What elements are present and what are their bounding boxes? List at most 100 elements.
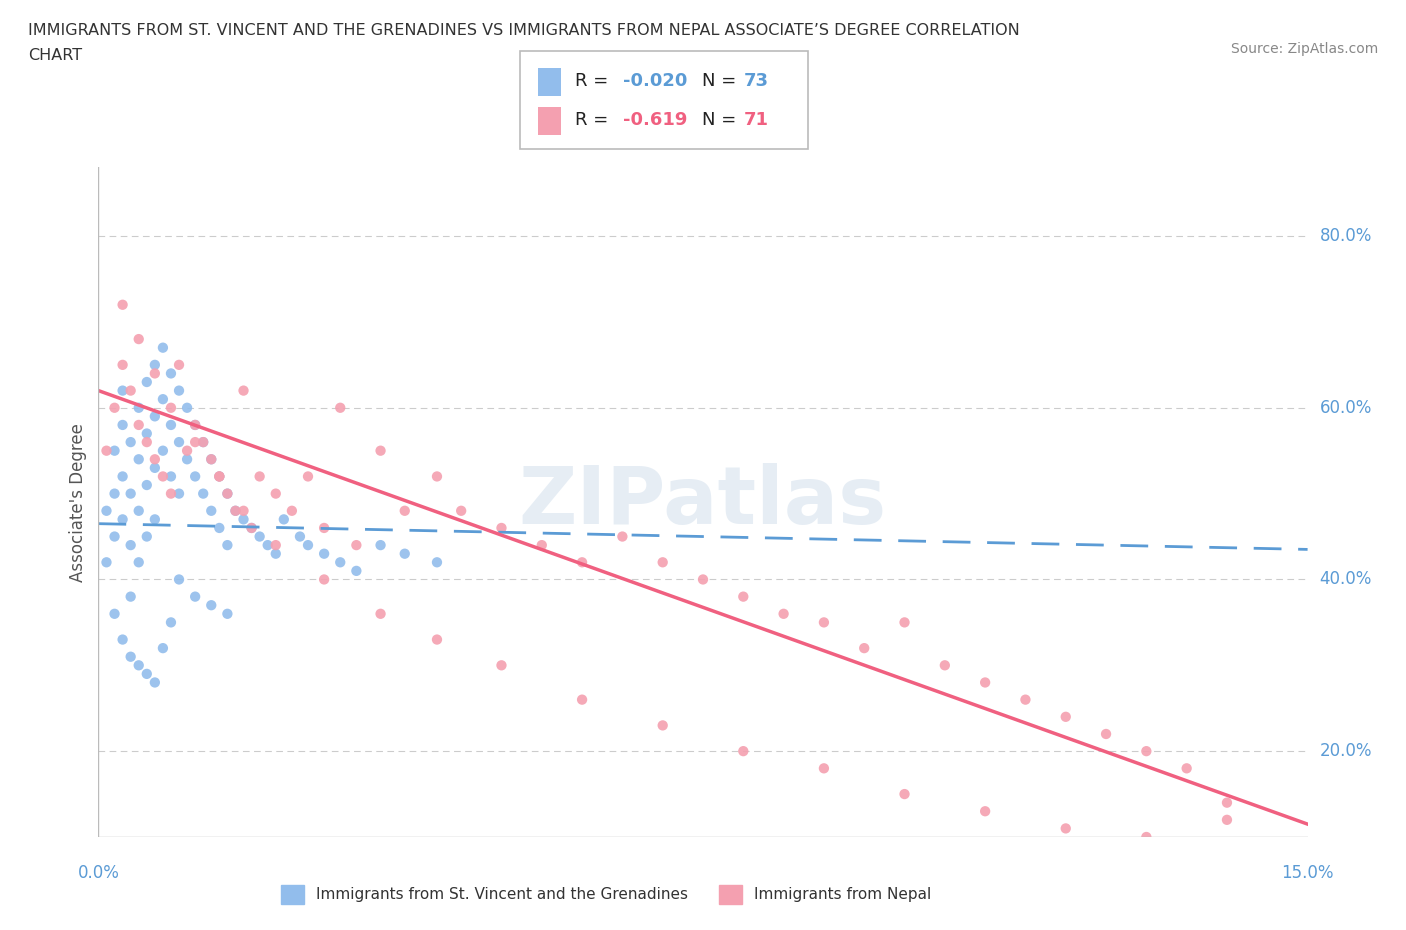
- Point: [314, 572, 336, 587]
- Point: [370, 444, 392, 458]
- Point: [152, 392, 174, 406]
- Point: [96, 555, 118, 570]
- Point: [143, 460, 166, 475]
- Text: 73: 73: [744, 72, 769, 89]
- Point: [120, 649, 142, 664]
- Point: [217, 538, 239, 552]
- Point: [370, 606, 392, 621]
- Point: [152, 444, 174, 458]
- Point: [135, 434, 157, 449]
- Point: [772, 606, 794, 621]
- Point: [208, 469, 231, 484]
- Point: [184, 590, 207, 604]
- Point: [329, 400, 352, 415]
- Point: [571, 692, 593, 707]
- Point: [120, 590, 142, 604]
- Point: [217, 486, 239, 501]
- Point: [853, 641, 876, 656]
- Point: [249, 529, 271, 544]
- Point: [426, 555, 449, 570]
- Point: [160, 400, 183, 415]
- Point: [103, 444, 125, 458]
- Point: [224, 503, 246, 518]
- Text: 60.0%: 60.0%: [1320, 399, 1372, 417]
- Point: [120, 383, 142, 398]
- Point: [135, 667, 157, 682]
- Point: [692, 572, 714, 587]
- Point: [111, 512, 134, 526]
- Point: [143, 512, 166, 526]
- Point: [813, 615, 835, 630]
- Point: [184, 469, 207, 484]
- Point: [120, 434, 142, 449]
- Point: [281, 503, 304, 518]
- Point: [1054, 821, 1077, 836]
- Point: [184, 418, 207, 432]
- Point: [264, 546, 287, 561]
- Point: [491, 658, 513, 672]
- Point: [184, 434, 207, 449]
- Point: [1175, 761, 1198, 776]
- Point: [240, 521, 263, 536]
- Point: [111, 632, 134, 647]
- Point: [1014, 692, 1036, 707]
- Point: [232, 503, 254, 518]
- Point: [167, 357, 190, 372]
- Point: [297, 469, 319, 484]
- Point: [344, 564, 367, 578]
- Text: 40.0%: 40.0%: [1320, 570, 1372, 589]
- Point: [111, 298, 134, 312]
- Point: [167, 434, 190, 449]
- Point: [813, 761, 835, 776]
- Point: [184, 418, 207, 432]
- Point: [96, 444, 118, 458]
- Y-axis label: Associate's Degree: Associate's Degree: [69, 423, 87, 581]
- Point: [200, 452, 222, 467]
- Point: [143, 452, 166, 467]
- Point: [249, 469, 271, 484]
- Point: [934, 658, 956, 672]
- Point: [128, 418, 150, 432]
- Point: [152, 469, 174, 484]
- Point: [128, 658, 150, 672]
- Point: [426, 632, 449, 647]
- Point: [160, 366, 183, 381]
- Point: [733, 590, 755, 604]
- Point: [160, 418, 183, 432]
- Point: [120, 486, 142, 501]
- Point: [143, 366, 166, 381]
- Point: [733, 744, 755, 759]
- Point: [893, 787, 915, 802]
- Point: [288, 529, 311, 544]
- Point: [200, 452, 222, 467]
- Point: [1054, 710, 1077, 724]
- Point: [208, 469, 231, 484]
- Point: [160, 469, 183, 484]
- Point: [103, 400, 125, 415]
- Point: [1135, 744, 1157, 759]
- Point: [193, 434, 215, 449]
- Text: IMMIGRANTS FROM ST. VINCENT AND THE GRENADINES VS IMMIGRANTS FROM NEPAL ASSOCIAT: IMMIGRANTS FROM ST. VINCENT AND THE GREN…: [28, 23, 1019, 38]
- Point: [103, 529, 125, 544]
- Point: [160, 615, 183, 630]
- Point: [103, 486, 125, 501]
- Point: [193, 486, 215, 501]
- Text: 80.0%: 80.0%: [1320, 227, 1372, 246]
- Point: [167, 383, 190, 398]
- Text: 15.0%: 15.0%: [1281, 864, 1334, 882]
- Point: [530, 538, 553, 552]
- Point: [143, 675, 166, 690]
- Point: [128, 503, 150, 518]
- Text: -0.020: -0.020: [623, 72, 688, 89]
- Point: [200, 503, 222, 518]
- Point: [143, 409, 166, 424]
- Legend: Immigrants from St. Vincent and the Grenadines, Immigrants from Nepal: Immigrants from St. Vincent and the Gren…: [276, 879, 938, 910]
- Point: [193, 434, 215, 449]
- Point: [128, 452, 150, 467]
- Point: [152, 340, 174, 355]
- Point: [974, 675, 997, 690]
- Text: 20.0%: 20.0%: [1320, 742, 1372, 760]
- Point: [135, 375, 157, 390]
- Point: [160, 486, 183, 501]
- Text: Source: ZipAtlas.com: Source: ZipAtlas.com: [1230, 42, 1378, 56]
